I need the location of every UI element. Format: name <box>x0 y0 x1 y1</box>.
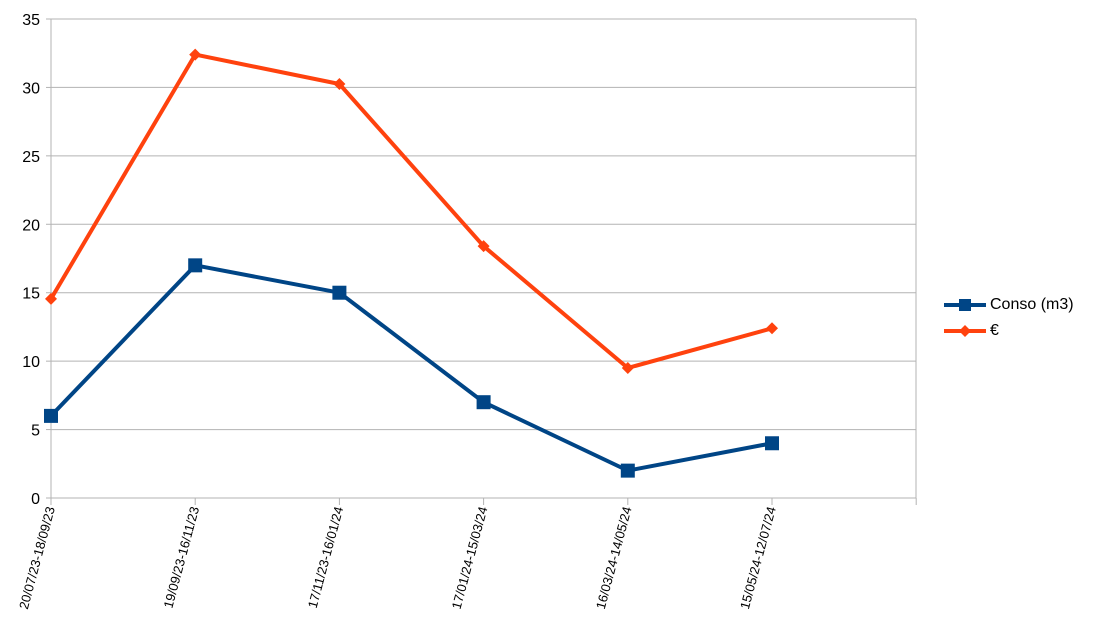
legend-swatch-conso <box>944 299 986 311</box>
y-tick-label: 20 <box>22 217 40 234</box>
data-point <box>333 78 346 91</box>
series-line <box>49 52 773 370</box>
y-tick-label: 10 <box>22 354 40 371</box>
x-tick-label: 16/03/24-14/05/24 <box>593 505 635 611</box>
data-point <box>189 48 202 61</box>
y-tick-label: 35 <box>22 12 40 29</box>
x-tick-label: 17/01/24-15/03/24 <box>449 505 491 611</box>
data-point <box>188 258 203 273</box>
y-tick-label: 25 <box>22 149 40 166</box>
y-tick-label: 0 <box>31 491 40 508</box>
gridlines <box>51 18 916 499</box>
y-tick-label: 30 <box>22 80 40 97</box>
y-tick-label: 5 <box>31 423 40 440</box>
x-tick-label: 19/09/23-16/11/23 <box>161 505 203 610</box>
legend-swatch-euro <box>944 325 986 337</box>
data-point <box>765 436 779 451</box>
data-point <box>477 240 490 253</box>
legend-item-conso: Conso (m3) <box>944 292 1074 318</box>
legend: Conso (m3) € <box>944 292 1074 344</box>
x-tick-label: 15/05/24-12/07/24 <box>737 505 779 611</box>
data-point <box>621 361 634 374</box>
x-tick-label: 17/11/23-16/01/24 <box>305 505 347 610</box>
legend-label-euro: € <box>990 322 999 339</box>
data-point <box>45 292 57 305</box>
legend-item-euro: € <box>944 318 1074 344</box>
x-tick-label: 20/07/23-18/09/23 <box>16 505 58 611</box>
series-line <box>49 263 773 473</box>
series-0 <box>44 258 779 478</box>
data-point <box>44 408 58 423</box>
legend-label-conso: Conso (m3) <box>990 296 1074 313</box>
data-point <box>332 285 347 300</box>
series-1 <box>45 48 778 374</box>
y-tick-label: 15 <box>22 286 40 303</box>
data-point <box>620 463 635 478</box>
data-point <box>476 395 491 410</box>
series <box>44 48 779 478</box>
data-point <box>766 322 778 335</box>
